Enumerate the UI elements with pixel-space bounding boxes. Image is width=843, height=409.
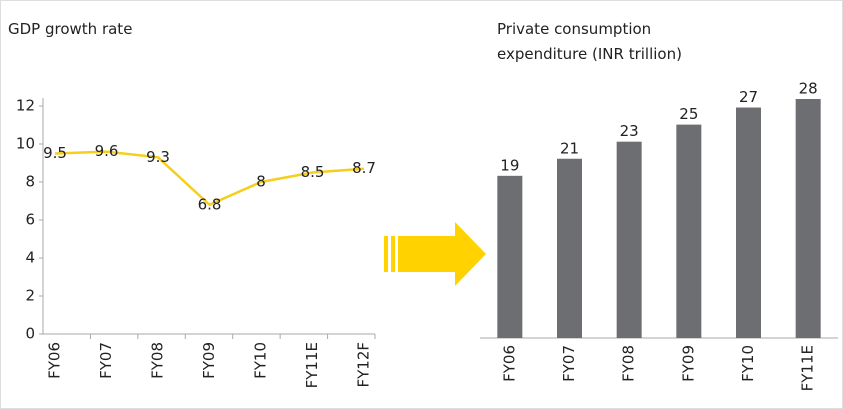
y-tick-label: 2 xyxy=(25,287,35,305)
y-tick-label: 4 xyxy=(25,249,35,267)
data-label: 19 xyxy=(500,156,519,174)
y-tick-label: 10 xyxy=(16,135,35,153)
data-label: 6.8 xyxy=(198,195,222,213)
data-label: 9.5 xyxy=(43,144,67,162)
data-label: 8.5 xyxy=(301,163,325,181)
chart-title: expenditure (INR trillion) xyxy=(497,45,682,63)
x-tick-label: FY10 xyxy=(252,342,270,379)
x-tick-label: FY06 xyxy=(500,345,518,382)
data-label: 27 xyxy=(739,88,758,106)
data-label: 25 xyxy=(679,105,698,123)
bar xyxy=(795,99,821,338)
arrow xyxy=(384,222,486,286)
y-tick-label: 0 xyxy=(25,325,35,343)
bar xyxy=(616,141,642,338)
x-tick-label: FY11E xyxy=(799,345,817,391)
x-tick-label: FY08 xyxy=(620,345,638,382)
bar xyxy=(736,107,761,339)
data-label: 8.7 xyxy=(352,159,376,177)
bar xyxy=(497,175,523,338)
data-label: 21 xyxy=(560,139,579,157)
x-tick-label: FY10 xyxy=(739,345,757,382)
y-tick-label: 8 xyxy=(25,173,35,191)
y-tick-label: 12 xyxy=(16,97,35,115)
data-label: 9.6 xyxy=(95,142,119,160)
data-label: 28 xyxy=(799,80,818,98)
x-tick-label: FY06 xyxy=(46,342,64,379)
x-tick-label: FY09 xyxy=(679,345,697,382)
bar xyxy=(557,158,582,338)
x-tick-label: FY07 xyxy=(97,342,115,379)
data-label: 23 xyxy=(620,122,639,140)
y-tick-label: 6 xyxy=(25,211,35,229)
x-tick-label: FY12F xyxy=(355,342,373,388)
chart-title: GDP growth rate xyxy=(8,20,132,38)
x-tick-label: FY11E xyxy=(303,342,321,388)
bar xyxy=(676,124,702,338)
chart-title: Private consumption xyxy=(497,20,651,38)
line xyxy=(54,150,365,207)
x-tick-label: FY08 xyxy=(149,342,167,379)
data-label: 8 xyxy=(256,173,266,191)
x-tick-label: FY09 xyxy=(200,342,218,379)
data-label: 9.3 xyxy=(146,148,170,166)
x-tick-label: FY07 xyxy=(560,345,578,382)
